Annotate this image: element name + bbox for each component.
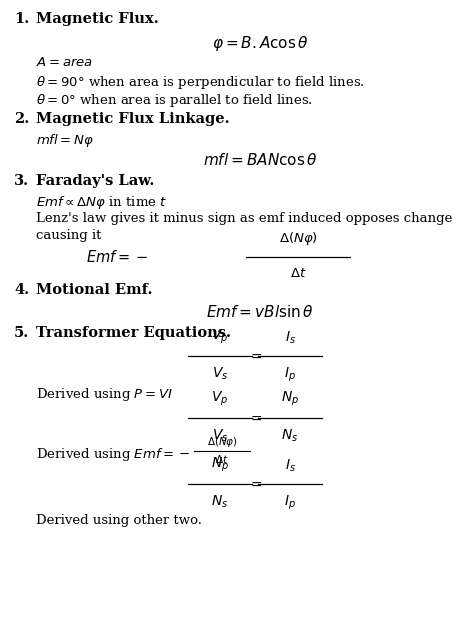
- Text: $V_s$: $V_s$: [212, 428, 228, 445]
- Text: $Emf = vBl\sin\theta$: $Emf = vBl\sin\theta$: [206, 304, 314, 320]
- Text: Transformer Equations.: Transformer Equations.: [36, 326, 231, 340]
- Text: Derived using $Emf = -$: Derived using $Emf = -$: [36, 446, 191, 463]
- Text: $\theta = 90°$ when area is perpendicular to field lines.: $\theta = 90°$ when area is perpendicula…: [36, 74, 365, 91]
- Text: $I_s$: $I_s$: [284, 330, 295, 346]
- Text: $Emf = -$: $Emf = -$: [86, 249, 148, 265]
- Text: $V_p$: $V_p$: [211, 390, 228, 408]
- Text: $I_s$: $I_s$: [284, 458, 295, 474]
- Text: $=$: $=$: [247, 411, 263, 425]
- Text: $N_s$: $N_s$: [211, 494, 228, 510]
- Text: $V_s$: $V_s$: [212, 366, 228, 383]
- Text: Lenz's law gives it minus sign as emf induced opposes change: Lenz's law gives it minus sign as emf in…: [36, 212, 452, 225]
- Text: $\Delta(N\varphi)$: $\Delta(N\varphi)$: [279, 230, 318, 247]
- Text: $I_p$: $I_p$: [284, 494, 296, 512]
- Text: Motional Emf.: Motional Emf.: [36, 283, 153, 297]
- Text: $V_p$: $V_p$: [211, 328, 228, 346]
- Text: 3.: 3.: [14, 174, 29, 188]
- Text: $N_p$: $N_p$: [281, 390, 299, 408]
- Text: Magnetic Flux Linkage.: Magnetic Flux Linkage.: [36, 112, 229, 126]
- Text: $\theta = 0°$ when area is parallel to field lines.: $\theta = 0°$ when area is parallel to f…: [36, 92, 313, 109]
- Text: Derived using other two.: Derived using other two.: [36, 514, 202, 527]
- Text: Faraday's Law.: Faraday's Law.: [36, 174, 155, 188]
- Text: $mfl = BAN\cos\theta$: $mfl = BAN\cos\theta$: [203, 152, 317, 168]
- Text: $A = area$: $A = area$: [36, 56, 93, 69]
- Text: Derived using $P = VI$: Derived using $P = VI$: [36, 386, 173, 403]
- Text: $N_s$: $N_s$: [282, 428, 299, 445]
- Text: $\varphi = B.A\cos\theta$: $\varphi = B.A\cos\theta$: [212, 34, 309, 53]
- Text: $\Delta t$: $\Delta t$: [290, 267, 306, 280]
- Text: 5.: 5.: [14, 326, 29, 340]
- Text: $mfl = N\varphi$: $mfl = N\varphi$: [36, 132, 94, 149]
- Text: 2.: 2.: [14, 112, 29, 126]
- Text: $\Delta t$: $\Delta t$: [215, 453, 229, 465]
- Text: 4.: 4.: [14, 283, 29, 297]
- Text: $=$: $=$: [247, 477, 263, 491]
- Text: $=$: $=$: [247, 349, 263, 363]
- Text: $N_p$: $N_p$: [211, 456, 229, 474]
- Text: $\Delta(N\varphi)$: $\Delta(N\varphi)$: [207, 435, 237, 449]
- Text: $Emf \propto \Delta N\varphi$ in time $t$: $Emf \propto \Delta N\varphi$ in time $t…: [36, 194, 167, 211]
- Text: Magnetic Flux.: Magnetic Flux.: [36, 12, 159, 26]
- Text: $I_p$: $I_p$: [284, 366, 296, 384]
- Text: causing it: causing it: [36, 229, 101, 242]
- Text: 1.: 1.: [14, 12, 29, 26]
